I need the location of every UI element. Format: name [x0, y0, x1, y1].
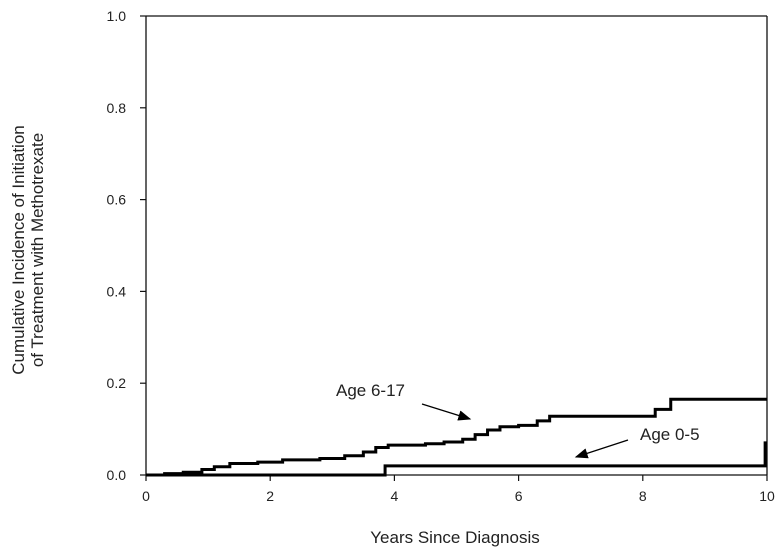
x-tick-label: 6	[515, 488, 523, 504]
y-axis-label: Cumulative Incidence of Initiation of Tr…	[9, 125, 47, 374]
series-group	[146, 397, 767, 477]
y-tick-label: 0.6	[107, 192, 127, 208]
x-tick-label: 0	[142, 488, 150, 504]
y-axis-label-line-2: of Treatment with Methotrexate	[28, 133, 47, 367]
y-tick-label: 0.2	[107, 375, 127, 391]
y-tick-label: 0.8	[107, 100, 127, 116]
y-axis-label-line-1: Cumulative Incidence of Initiation	[9, 125, 28, 374]
y-tick-label: 1.0	[107, 8, 127, 24]
y-tick-label: 0.0	[107, 467, 127, 483]
annotation-age-6-17: Age 6-17	[336, 381, 405, 400]
arrow-age-6-17	[421, 403, 472, 421]
series-line-age-6-17	[146, 397, 767, 477]
arrow-age-0-5	[574, 439, 629, 459]
x-tick-label: 8	[639, 488, 647, 504]
x-tick-label: 4	[391, 488, 399, 504]
y-tick-label: 0.4	[107, 283, 127, 299]
annotation-age-0-5: Age 0-5	[640, 425, 700, 444]
x-axis-label: Years Since Diagnosis	[370, 528, 539, 547]
series-line-age-0-5	[146, 441, 767, 477]
x-tick-label: 10	[759, 488, 775, 504]
annotations: Age 6-17 Age 0-5	[336, 381, 700, 459]
x-tick-label: 2	[266, 488, 274, 504]
